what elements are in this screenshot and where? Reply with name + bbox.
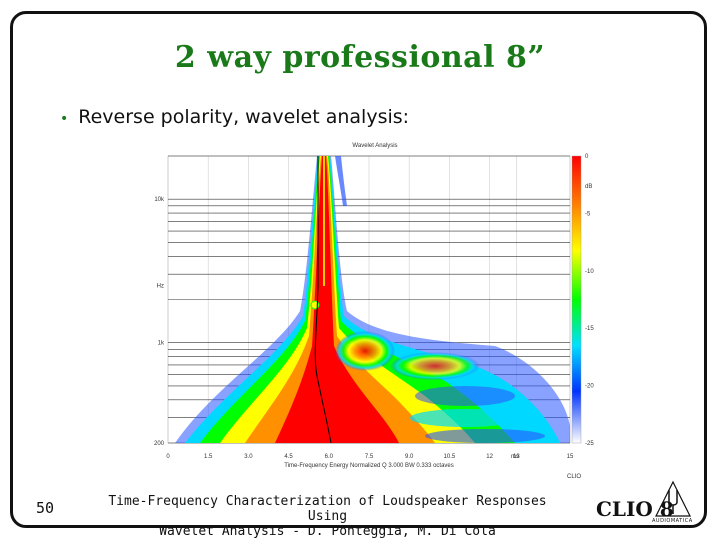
page-number: 50 [36,499,55,517]
x-unit-label: ms [511,454,519,460]
logo-text: CLIO 8 [596,497,674,521]
footer-citation: Time-Frequency Characterization of Louds… [95,494,560,539]
colorbar-tick-label: -5 [585,211,591,217]
footer-line-2: Wavelet Analysis - D. Ponteggia, M. Di C… [159,524,496,539]
x-tick-label: 7.5 [365,454,374,460]
y-axis-ticks: 10k Hz 1k 200 [154,197,165,447]
x-tick-label: 1.5 [204,454,213,460]
x-axis-ticks: 0 1.5 3.0 4.5 6.0 7.5 9.0 10.5 12 13 15 [166,454,574,460]
y-tick-label: Hz [157,284,164,290]
wavelet-chart: Wavelet Analysis 0 1.5 3.0 4.5 6.0 7.5 9.0 10.5… [154,143,594,480]
colorbar-tick-label: 0 [585,154,589,160]
x-tick-label: 10.5 [444,454,456,460]
chart-title: Wavelet Analysis [352,143,397,149]
x-axis-label: Time-Frequency Energy Normalized Q 3.000… [284,463,454,469]
slide-frame [10,11,707,528]
y-tick-label: 10k [154,197,165,203]
x-tick-label: 4.5 [284,454,293,460]
x-tick-label: 15 [567,454,574,460]
x-tick-label: 3.0 [244,454,253,460]
colorbar-tick-label: -10 [585,269,594,275]
colorbar-ticks: 0 -5 -10 -15 -20 -25 [585,154,594,447]
bullet-item: • Reverse polarity, wavelet analysis: [60,106,409,128]
x-tick-label: 12 [486,454,493,460]
chart-brand-label: CLIO [567,474,581,480]
bullet-text: Reverse polarity, wavelet analysis: [78,106,410,128]
y-tick-label: 200 [154,441,165,447]
colorbar [571,155,582,444]
x-tick-label: 13 [513,454,520,460]
colorbar-unit-label: dB [585,184,592,190]
colorbar-tick-label: -15 [585,326,594,332]
bullet-dot-icon: • [60,111,69,127]
slide-title: 2 way professional 8” [174,40,546,75]
x-tick-label: 9.0 [405,454,414,460]
footer-line-1: Time-Frequency Characterization of Louds… [108,494,547,524]
logo-subtitle: AUDIOMATICA [652,518,693,524]
x-tick-label: 6.0 [325,454,334,460]
colorbar-tick-label: -20 [585,384,594,390]
tuning-fork-icon [655,480,691,517]
x-tick-label: 0 [166,454,170,460]
y-tick-label: 1k [158,341,165,347]
colorbar-tick-label: -25 [585,441,594,447]
wavelet-energy-map [175,156,570,443]
clio-logo: CLIO 8 AUDIOMATICA [590,478,705,526]
